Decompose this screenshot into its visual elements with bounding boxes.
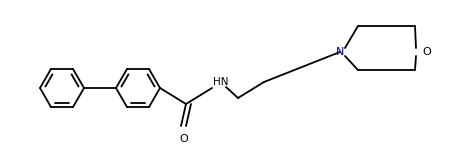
Text: N: N (336, 47, 344, 57)
Text: O: O (422, 47, 431, 57)
Text: O: O (179, 134, 188, 144)
Text: HN: HN (213, 77, 229, 87)
